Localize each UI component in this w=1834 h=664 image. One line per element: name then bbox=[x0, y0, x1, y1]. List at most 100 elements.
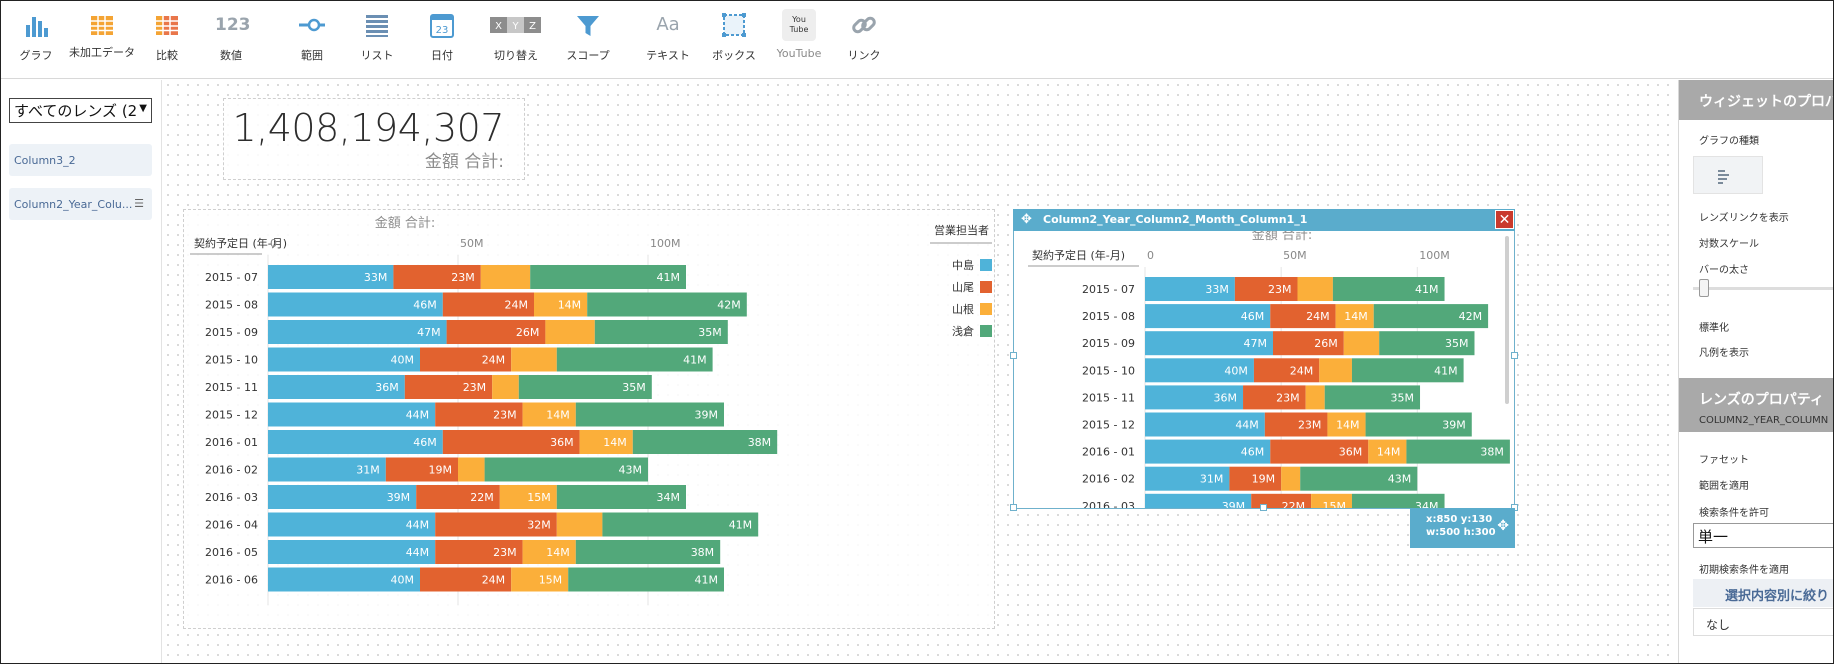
toolbar-date-button[interactable]: 23 日付 bbox=[407, 9, 477, 63]
data-label: 35M bbox=[1445, 337, 1469, 350]
chart-type-button[interactable] bbox=[1693, 156, 1763, 194]
bar-segment bbox=[1270, 439, 1369, 464]
category-label: 2015 - 09 bbox=[1082, 337, 1135, 350]
compare-table-icon bbox=[156, 16, 178, 35]
lens-item-column3[interactable]: Column3_2 bbox=[9, 144, 152, 176]
lens-item-column2-year[interactable]: Column2_Year_Colu... ☰ bbox=[9, 188, 152, 220]
filter-by-selection-button[interactable]: 選択内容別に絞り bbox=[1693, 579, 1833, 607]
bar-segment bbox=[602, 512, 759, 537]
toolbar-compare-button[interactable]: 比較 bbox=[132, 9, 202, 63]
legend-label: 浅倉 bbox=[952, 324, 974, 338]
data-label: 36M bbox=[1339, 446, 1363, 459]
bar-segment bbox=[1264, 412, 1328, 437]
box-icon bbox=[722, 13, 746, 37]
data-label: 39M bbox=[387, 491, 411, 504]
close-widget-button[interactable]: ✕ bbox=[1495, 210, 1514, 229]
legend-swatch bbox=[980, 259, 992, 271]
facet-label[interactable]: ファセット bbox=[1699, 455, 1749, 466]
number-widget[interactable]: 1,408,194,307 金額 合計: bbox=[223, 98, 525, 180]
move-icon[interactable]: ✥ bbox=[1497, 518, 1509, 534]
resize-handle-right[interactable] bbox=[1511, 352, 1518, 359]
lens-properties-title: レンズのプロパティ bbox=[1699, 392, 1824, 408]
y-axis-label: 契約予定日 (年-月) bbox=[1032, 248, 1125, 262]
bar-segment bbox=[1406, 439, 1510, 464]
bar-segment bbox=[556, 485, 686, 509]
toolbar-youtube-button[interactable]: You Tube YouTube bbox=[764, 9, 834, 60]
data-label: 44M bbox=[406, 409, 430, 422]
bar-segment bbox=[1145, 466, 1230, 491]
bar-segment bbox=[385, 457, 458, 482]
selected-chart-widget[interactable]: 金額 合計: 契約予定日 (年-月) 0 50M 100M 2015 - 07 33M 23M… bbox=[1013, 209, 1515, 509]
toolbar-list-button[interactable]: リスト bbox=[342, 9, 412, 63]
toolbar-chart-button[interactable]: グラフ bbox=[1, 9, 71, 63]
total-amount-label: 金額 合計: bbox=[424, 152, 504, 172]
bar-thickness-slider[interactable] bbox=[1693, 287, 1833, 290]
bar-segment bbox=[1272, 331, 1344, 356]
toolbar-text-button[interactable]: Aa テキスト bbox=[633, 9, 703, 63]
legend-swatch bbox=[980, 281, 992, 293]
toolbar-raw-data-button[interactable]: 未加工データ bbox=[66, 9, 138, 58]
selected-widget-titlebar[interactable]: ✥ Column2_Year_Column2_Month_Column1_1 ✕ bbox=[1013, 209, 1515, 231]
data-label: 26M bbox=[516, 326, 540, 339]
category-label: 2015 - 07 bbox=[205, 271, 258, 284]
bar-thickness-slider-thumb[interactable] bbox=[1699, 279, 1709, 297]
apply-scope-label[interactable]: 範囲を適用 bbox=[1699, 481, 1749, 492]
data-label: 42M bbox=[1459, 310, 1483, 323]
lens-item-label: Column2_Year_Colu... bbox=[14, 198, 133, 211]
data-label: 24M bbox=[482, 574, 506, 587]
toolbar-link-button[interactable]: リンク bbox=[829, 9, 899, 63]
category-label: 2015 - 07 bbox=[1082, 283, 1135, 296]
log-scale-label[interactable]: 対数スケール bbox=[1699, 239, 1759, 250]
legend-title: 営業担当者 bbox=[934, 223, 989, 237]
bar-segment bbox=[556, 347, 713, 372]
category-label: 2016 - 01 bbox=[1082, 446, 1135, 459]
none-option[interactable]: なし bbox=[1693, 608, 1833, 636]
initial-filter-label[interactable]: 初期検索条件を適用 bbox=[1699, 565, 1789, 576]
bar-segment bbox=[435, 540, 523, 564]
data-label: 35M bbox=[1391, 391, 1415, 404]
category-label: 2015 - 08 bbox=[205, 299, 258, 312]
lens-name: COLUMN2_YEAR_COLUMN bbox=[1699, 415, 1829, 426]
vertical-scrollbar[interactable] bbox=[1505, 236, 1509, 404]
data-label: 41M bbox=[729, 519, 753, 532]
normalize-label[interactable]: 標準化 bbox=[1699, 323, 1729, 334]
resize-handle-bottom-left[interactable] bbox=[1010, 504, 1017, 511]
move-icon[interactable]: ✥ bbox=[1021, 212, 1032, 227]
geometry-position-text: x:850 y:130 bbox=[1426, 514, 1493, 525]
toolbar-number-button[interactable]: 123 数値 bbox=[196, 9, 266, 63]
resize-handle-bottom[interactable] bbox=[1260, 504, 1267, 511]
toolbar-scope-button[interactable]: スコープ bbox=[553, 9, 623, 63]
widget-properties-header: ウィジェットのプロパティ bbox=[1679, 80, 1833, 120]
lens-link-label[interactable]: レンズリンクを表示 bbox=[1699, 213, 1789, 224]
data-label: 39M bbox=[1442, 419, 1466, 432]
toolbar-box-button[interactable]: ボックス bbox=[699, 9, 769, 63]
x-tick-label: 100M bbox=[1419, 249, 1450, 262]
bar-segment bbox=[268, 375, 405, 399]
category-label: 2015 - 11 bbox=[1082, 391, 1135, 404]
chart-widget[interactable]: 金額 合計: 契約予定日 (年-月) 0 50M 100M 2015 - 07 33M 23M… bbox=[183, 209, 995, 629]
filter-mode-select[interactable]: 単一 bbox=[1693, 523, 1833, 548]
bar-segment bbox=[1243, 385, 1306, 410]
bar-segment bbox=[1365, 412, 1472, 437]
lens-filter-select[interactable]: すべてのレンズ (2 ▼ bbox=[9, 98, 152, 123]
bar-segment bbox=[1305, 385, 1325, 410]
data-label: 39M bbox=[695, 409, 719, 422]
bar-segment bbox=[1332, 277, 1445, 301]
bar-thickness-label: バーの太さ bbox=[1699, 265, 1749, 276]
resize-handle-left[interactable] bbox=[1010, 352, 1017, 359]
data-label: 46M bbox=[413, 299, 437, 312]
bar-segment bbox=[511, 567, 569, 592]
toolbar-range-button[interactable]: 範囲 bbox=[277, 9, 347, 63]
x-tick-label: 0 bbox=[1147, 249, 1154, 262]
data-label: 24M bbox=[505, 299, 529, 312]
bar-segment bbox=[534, 292, 588, 317]
bar-segment bbox=[480, 265, 531, 289]
category-label: 2015 - 12 bbox=[1082, 419, 1135, 432]
bar-segment bbox=[1145, 358, 1254, 383]
show-legend-label[interactable]: 凡例を表示 bbox=[1699, 348, 1749, 359]
widget-geometry-box: x:850 y:130 w:500 h:300 ✥ bbox=[1410, 508, 1515, 548]
data-label: 23M bbox=[463, 381, 487, 394]
bar-segment bbox=[1145, 331, 1273, 356]
